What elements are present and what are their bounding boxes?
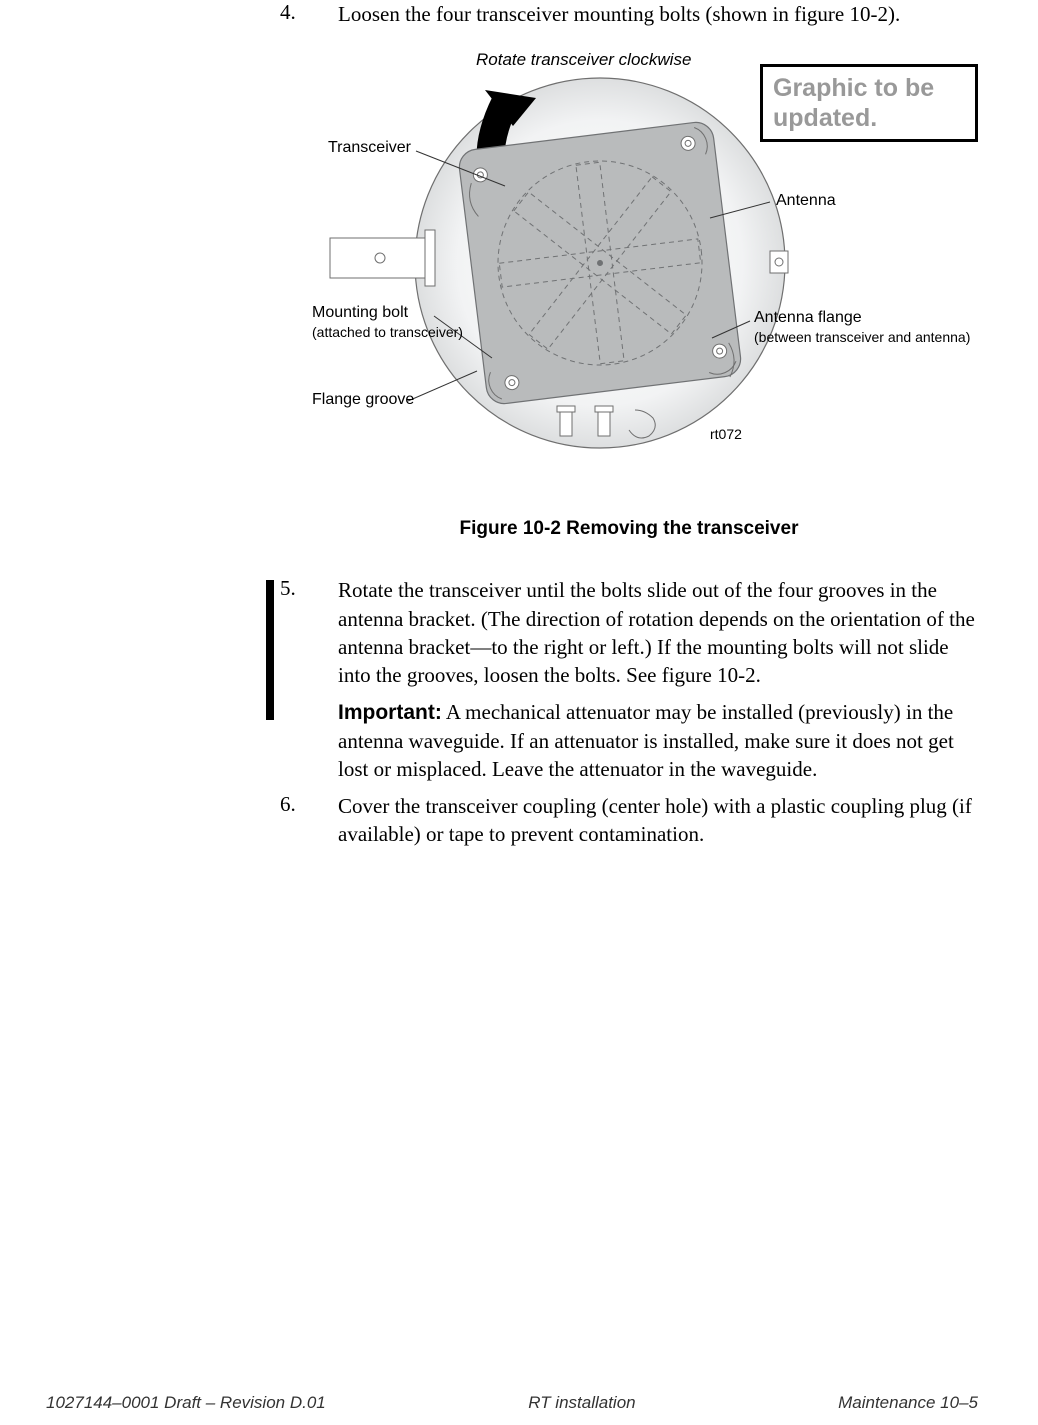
label-mounting-bolt-sub: (attached to transceiver) [312, 324, 463, 340]
step-5-text: Rotate the transceiver until the bolts s… [338, 576, 978, 689]
label-transceiver: Transceiver [328, 138, 411, 157]
step-5: 5. Rotate the transceiver until the bolt… [280, 576, 978, 689]
figure-caption: Figure 10-2 Removing the transceiver [280, 518, 978, 540]
figure-10-2-diagram: Rotate transceiver clockwise Graphic to … [280, 38, 978, 498]
step-4: 4. Loosen the four transceiver mounting … [280, 0, 978, 28]
label-antenna-flange: Antenna flange (between transceiver and … [754, 308, 970, 346]
step-6: 6. Cover the transceiver coupling (cente… [280, 792, 978, 849]
transceiver-diagram-svg [280, 38, 960, 478]
important-label: Important: [338, 701, 442, 724]
footer-left: 1027144–0001 Draft – Revision D.01 [46, 1393, 326, 1413]
label-mounting-bolt: Mounting bolt (attached to transceiver) [312, 303, 463, 341]
label-antenna-flange-sub: (between transceiver and antenna) [754, 329, 970, 345]
label-mounting-bolt-text: Mounting bolt [312, 304, 408, 321]
change-bar [266, 580, 274, 720]
step-6-text: Cover the transceiver coupling (center h… [338, 792, 978, 849]
step-4-text: Loosen the four transceiver mounting bol… [338, 0, 900, 28]
step-5-important: Important: A mechanical attenuator may b… [280, 698, 978, 784]
footer-center: RT installation [528, 1393, 635, 1413]
label-antenna: Antenna [776, 191, 836, 210]
step-5-important-text: Important: A mechanical attenuator may b… [338, 698, 978, 784]
step-4-number: 4. [280, 0, 338, 28]
footer-right: Maintenance 10–5 [838, 1393, 978, 1413]
page-footer: 1027144–0001 Draft – Revision D.01 RT in… [46, 1393, 978, 1413]
step-5-number: 5. [280, 576, 338, 689]
label-flange-groove: Flange groove [312, 390, 414, 409]
step-6-number: 6. [280, 792, 338, 849]
label-ref: rt072 [710, 426, 742, 443]
label-antenna-flange-text: Antenna flange [754, 309, 862, 326]
